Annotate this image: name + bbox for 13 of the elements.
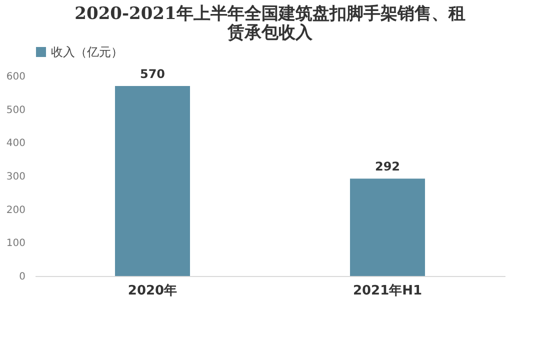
data-label: 570 <box>140 67 166 81</box>
y-tick-label: 300 <box>6 172 26 182</box>
y-tick-label: 500 <box>6 104 26 116</box>
x-tick-label: 2020年 <box>128 284 178 298</box>
x-tick-label: 2021年H1 <box>352 284 422 298</box>
data-label: 292 <box>374 160 400 174</box>
legend-label: 收入（亿元） <box>51 45 123 59</box>
y-tick-label: 600 <box>6 72 26 82</box>
y-tick-label: 0 <box>19 272 26 282</box>
chart-title: 2020-2021年上半年全国建筑盘扣脚手架销售、租赁承包收入 <box>74 4 466 43</box>
y-tick-label: 400 <box>6 138 26 150</box>
y-tick-label: 200 <box>6 204 26 216</box>
y-tick-label: 100 <box>6 238 26 250</box>
